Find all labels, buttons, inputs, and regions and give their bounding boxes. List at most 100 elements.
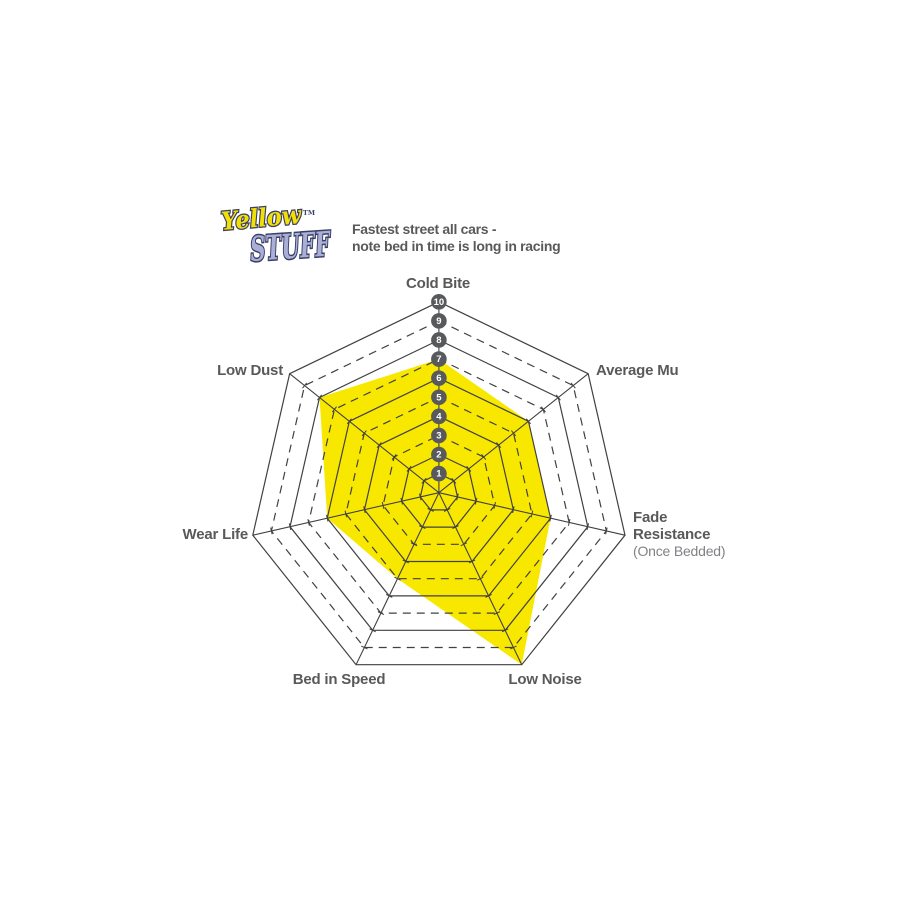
- axis-tick: [288, 523, 292, 531]
- axis-tick: [270, 527, 273, 535]
- scale-badge-label-8: 8: [436, 335, 441, 346]
- scale-badge-9: [431, 313, 447, 329]
- fade-label-line2: Resistance: [633, 526, 711, 543]
- axis-label-cold-bite: Cold Bite: [405, 275, 471, 292]
- axis-tick: [406, 465, 412, 472]
- radar-value-polygon: [319, 359, 551, 665]
- axis-tick: [525, 418, 531, 425]
- axis-tick: [586, 523, 590, 531]
- axis-tick: [381, 502, 385, 509]
- grid-ring-7: [307, 358, 570, 614]
- axis-tick: [512, 506, 515, 514]
- grid-ring-2: [401, 453, 477, 528]
- scale-badge-3: [431, 427, 447, 444]
- scale-badge-label-7: 7: [436, 354, 441, 365]
- axis-tick: [474, 497, 478, 505]
- axis-label-average-mu: Average Mu: [596, 362, 679, 379]
- axis-tick: [605, 527, 608, 535]
- axis-tick: [302, 382, 308, 389]
- scale-badge-label-5: 5: [436, 392, 442, 403]
- tagline: Fastest street all cars - note bed in ti…: [352, 221, 561, 255]
- axis-tick: [452, 525, 459, 530]
- axis-tick: [394, 576, 401, 581]
- axis-label-low-noise: Low Noise: [508, 671, 582, 688]
- axis-tick: [540, 406, 546, 413]
- axis-tick: [331, 406, 337, 413]
- grid-ring-6: [326, 377, 552, 597]
- axis-tick: [419, 525, 426, 530]
- axis-tick: [443, 507, 451, 512]
- yellowstuff-logo: Yellow TM STUFF: [219, 199, 335, 272]
- axis-tick: [361, 645, 368, 650]
- axis-tick: [410, 542, 418, 547]
- axis-tick: [307, 519, 310, 526]
- axis-tick: [549, 514, 552, 522]
- axis-label-low-dust: Low Dust: [217, 362, 283, 379]
- axis-tick: [477, 576, 484, 581]
- axis-tick: [427, 507, 434, 512]
- fade-label-line1: Fade: [633, 509, 668, 526]
- axis-tick: [511, 430, 517, 437]
- axis-tick: [555, 394, 561, 401]
- axis-tick: [369, 628, 376, 633]
- logo-tm: TM: [303, 209, 315, 217]
- axis-label-bed-in-speed: Bed in Speed: [292, 671, 386, 688]
- axis-tick: [460, 542, 468, 547]
- axis-tick: [385, 593, 393, 598]
- scale-badge-label-1: 1: [436, 469, 442, 480]
- grid-ring-9: [270, 320, 608, 649]
- grid-ring-8: [289, 339, 589, 631]
- tagline-line1: Fastest street all cars -: [352, 221, 497, 237]
- axis-tick: [325, 514, 329, 522]
- axis-tick: [376, 442, 382, 449]
- axis-tick: [419, 493, 422, 501]
- axis-tick: [493, 611, 501, 616]
- scale-badge-8: [431, 332, 447, 348]
- axis-tick: [466, 465, 472, 472]
- axis-tick: [493, 502, 496, 509]
- grid-ring-4: [363, 415, 514, 563]
- axis-tick: [496, 442, 502, 449]
- scale-badge-label-4: 4: [436, 411, 442, 422]
- logo-word-stuff: STUFF: [249, 224, 333, 270]
- axis-tick: [377, 611, 385, 616]
- axis-tick: [316, 394, 323, 401]
- scale-badge-label-9: 9: [436, 316, 441, 327]
- axis-tick: [468, 559, 476, 564]
- axis-tick: [391, 454, 397, 460]
- scale-badge-label-6: 6: [436, 373, 441, 384]
- grid-ring-10: [252, 301, 626, 666]
- axis-tick: [481, 454, 487, 460]
- fade-label-subtext: (Once Bedded): [633, 543, 726, 559]
- axis-label-fade-resistance: Fade Resistance (Once Bedded): [633, 509, 726, 560]
- scale-badge-label-3: 3: [436, 430, 441, 441]
- axis-tick: [501, 628, 509, 633]
- grid-ring-5: [345, 396, 533, 580]
- scale-badge-6: [431, 370, 447, 386]
- axis-tick: [400, 497, 403, 505]
- scale-badge-4: [431, 408, 447, 425]
- axis-tick: [344, 510, 348, 518]
- grid-ring-1: [419, 472, 459, 511]
- tagline-line2: note bed in time is long in racing: [352, 238, 561, 254]
- logo-word-yellow: Yellow: [220, 200, 304, 236]
- scale-badge-label-2: 2: [436, 450, 441, 461]
- scale-badge-7: [431, 351, 447, 367]
- scale-badge-label-10: 10: [434, 297, 445, 308]
- axis-tick: [402, 559, 410, 564]
- scale-badge-1: [431, 465, 447, 482]
- axis-tick: [361, 430, 367, 437]
- axis-tick: [530, 510, 534, 518]
- axis-label-wear-life: Wear Life: [182, 526, 249, 543]
- axis-tick: [485, 593, 492, 598]
- scale-badge-5: [431, 389, 447, 406]
- axis-tick: [456, 493, 459, 501]
- axis-tick: [567, 519, 571, 526]
- axis-tick: [451, 477, 457, 484]
- axis-tick: [510, 645, 517, 650]
- axis-tick: [421, 477, 427, 484]
- scale-badge-2: [431, 446, 447, 463]
- scale-badge-10: [431, 294, 447, 310]
